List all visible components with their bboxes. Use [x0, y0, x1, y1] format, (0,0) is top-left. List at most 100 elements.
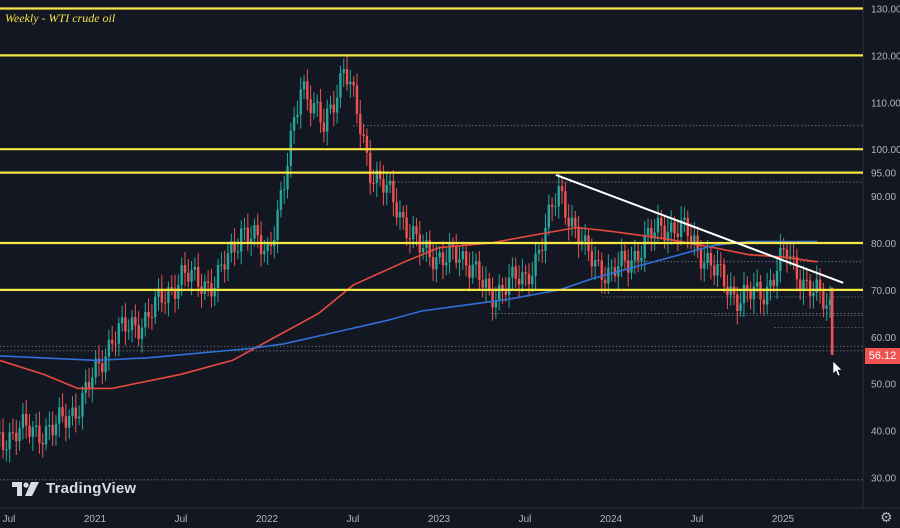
candle-body: [683, 217, 686, 221]
candle-body: [107, 339, 111, 357]
candle-body: [173, 288, 177, 299]
candle-body: [240, 228, 243, 252]
candle-body: [746, 285, 749, 292]
candle-body: [187, 272, 190, 282]
candle-body: [54, 423, 58, 436]
candle-body: [650, 227, 653, 239]
candle-body: [818, 279, 822, 290]
x-tick-label: Jul: [175, 514, 188, 525]
candle-body: [825, 305, 828, 309]
candle-body: [570, 217, 574, 227]
y-tick-label: 60.00: [871, 333, 896, 344]
candle-body: [279, 190, 283, 211]
candle-body: [233, 241, 236, 252]
y-tick-label: 95.00: [871, 169, 896, 180]
candle-body: [541, 249, 544, 251]
candle-body: [130, 317, 134, 331]
candle-body: [74, 407, 78, 419]
candle-body: [190, 269, 193, 282]
candle-body: [686, 217, 689, 236]
candle-body: [117, 323, 121, 344]
candle-body: [94, 358, 97, 378]
candle-body: [742, 285, 746, 304]
x-tick-label: Jul: [3, 514, 16, 525]
candle-body: [501, 285, 504, 290]
candle-body: [468, 265, 471, 278]
candle-body: [369, 152, 372, 184]
candle-body: [197, 266, 200, 287]
candle-body: [309, 99, 312, 114]
candle-body: [296, 114, 299, 118]
candle-body: [537, 249, 541, 254]
candle-body: [81, 392, 84, 417]
candle-body: [28, 425, 31, 437]
candle-body: [359, 113, 362, 135]
candle-body: [448, 244, 451, 263]
last-price-tag: 56.12: [865, 348, 900, 364]
candle-body: [597, 259, 600, 261]
candle-body: [124, 317, 127, 332]
candle-body: [795, 256, 799, 280]
candle-body: [425, 240, 428, 248]
candle-body: [283, 189, 286, 191]
tradingview-logo-icon: [12, 481, 39, 496]
candle-body: [68, 415, 71, 428]
y-tick-label: 110.00: [871, 98, 900, 109]
candle-body: [646, 227, 650, 235]
candle-body: [676, 233, 680, 237]
candle-body: [339, 73, 342, 98]
candle-body: [772, 280, 775, 286]
candle-body: [531, 275, 534, 285]
candle-body: [157, 288, 160, 297]
candle-body: [326, 108, 329, 132]
candle-body: [137, 324, 140, 339]
candle-body: [494, 300, 498, 308]
candle-body: [292, 117, 296, 131]
candle-body: [812, 292, 815, 297]
y-tick-label: 70.00: [871, 286, 896, 297]
candle-body: [114, 343, 117, 345]
moving-average-line: [0, 226, 818, 390]
candle-body: [660, 217, 663, 226]
candle-body: [87, 382, 91, 389]
settings-gear-icon[interactable]: ⚙: [880, 509, 893, 525]
x-tick-label: Jul: [519, 514, 532, 525]
y-tick-label: 80.00: [871, 239, 896, 250]
candle-body: [560, 186, 564, 192]
candle-body: [349, 81, 352, 85]
candle-body: [213, 288, 216, 297]
candle-body: [193, 266, 197, 270]
candle-body: [18, 428, 21, 442]
candle-body: [815, 279, 818, 293]
candle-body: [775, 270, 779, 286]
candle-body: [640, 257, 643, 261]
candle-body: [306, 81, 309, 100]
candle-body: [402, 212, 405, 218]
candle-body: [481, 279, 484, 288]
candle-body: [547, 204, 551, 228]
candle-body: [61, 407, 64, 417]
candle-body: [41, 442, 44, 445]
candle-body: [593, 259, 597, 267]
candle-body: [521, 272, 524, 285]
candle-body: [243, 227, 246, 229]
candle-body: [799, 279, 802, 292]
candle-body: [431, 256, 435, 270]
candle-body: [808, 280, 812, 297]
candle-body: [111, 339, 114, 344]
candle-body: [524, 272, 527, 274]
y-tick-label: 50.00: [871, 380, 896, 391]
candle-body: [709, 252, 713, 266]
tradingview-logo: TradingView: [12, 480, 136, 497]
candle-body: [474, 261, 478, 265]
x-tick-label: Jul: [691, 514, 704, 525]
cursor-arrow-icon: [832, 360, 843, 377]
candle-body: [752, 286, 756, 300]
candle-body: [699, 248, 703, 269]
candle-body: [332, 104, 336, 113]
candle-body: [428, 240, 431, 257]
x-tick-label: 2024: [600, 514, 623, 525]
candle-body: [498, 285, 501, 301]
candle-body: [263, 251, 266, 255]
